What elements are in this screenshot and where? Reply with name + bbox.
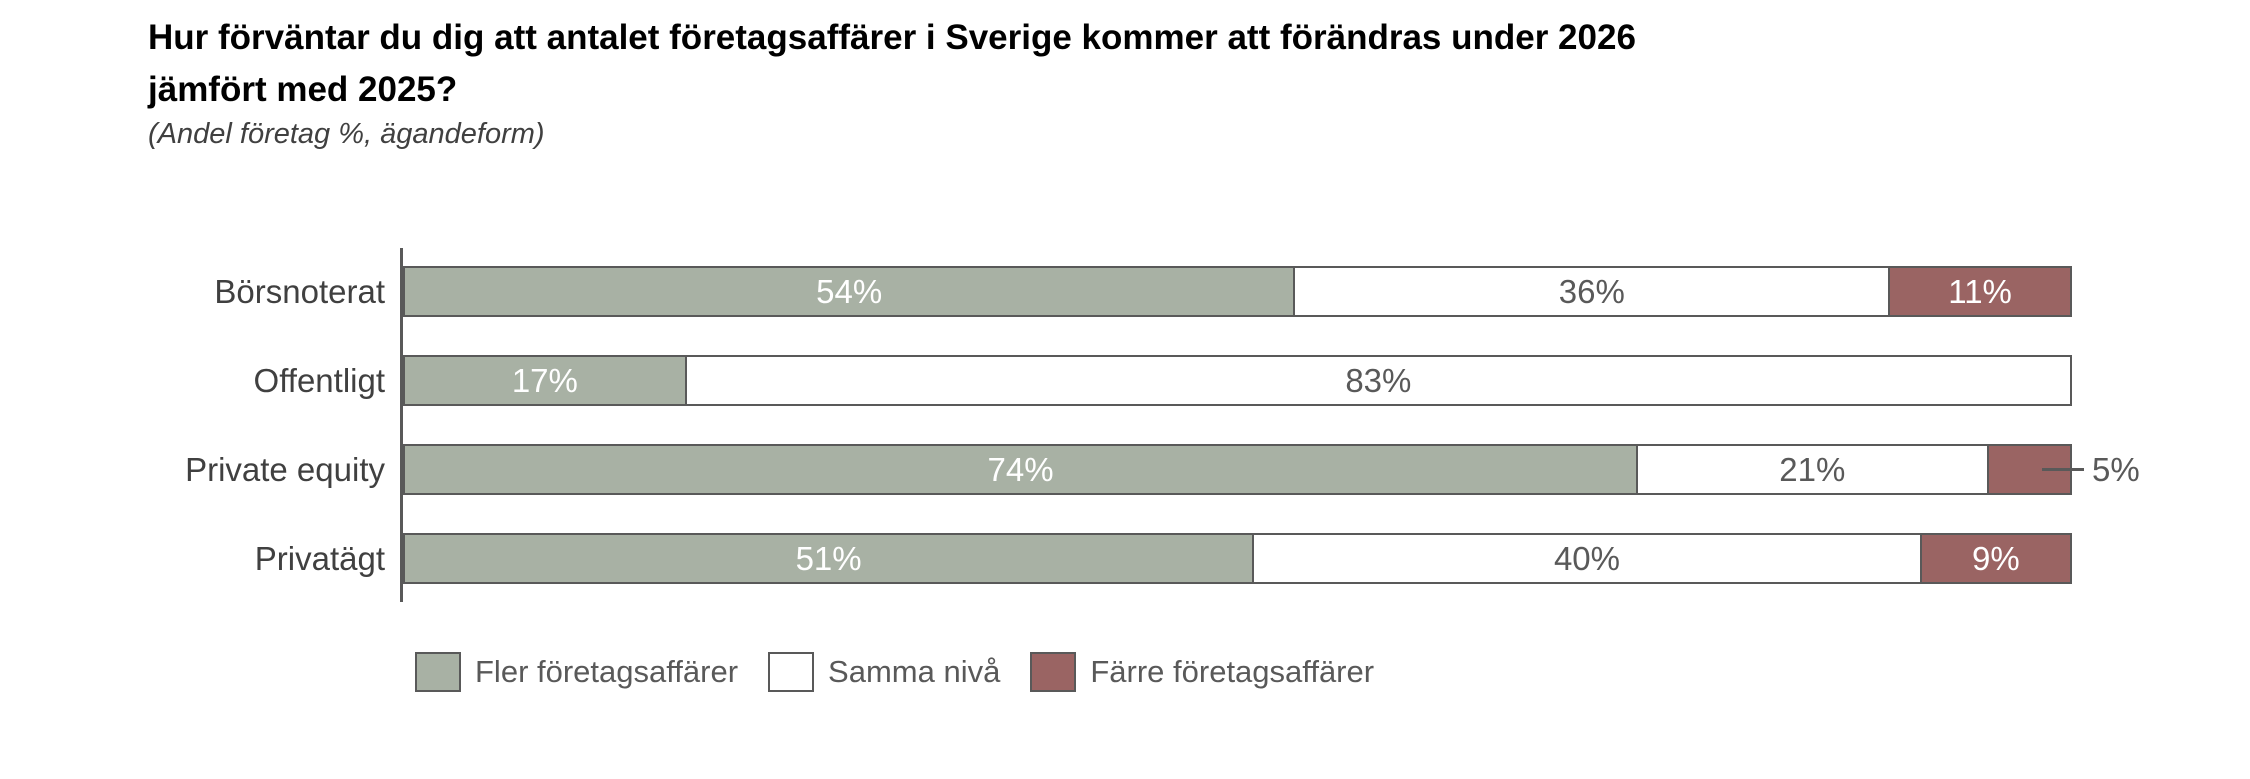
bar-segment-more: 17% [403,355,687,406]
segment-value-label: 5% [2092,450,2140,488]
bar-segment-same: 83% [686,355,2072,406]
bar-row: Börsnoterat 54% 36% 11% [214,266,2072,317]
chart-title-line-1: Hur förväntar du dig att antalet företag… [148,18,1636,57]
bar-segment-more: 51% [403,533,1255,584]
category-label: Börsnoterat [214,273,385,310]
bar-row: Offentligt 17% 83% [254,355,2072,406]
bar-row: Private equity 74% 21% 5% [185,444,2140,495]
bar-segment-less: 11% [1890,266,2072,317]
legend-swatch-less [1030,652,1077,692]
category-label: Privatägt [254,540,385,577]
stacked-bar: 17% 83% [403,355,2072,406]
stacked-bar: 51% 40% 9% [403,533,2072,584]
legend-label: Färre företagsaffärer [1090,654,1375,689]
segment-value-label: 36% [1558,272,1625,310]
bar-segment-same: 21% [1638,444,1989,495]
legend-item-less: Färre företagsaffärer [1030,652,1374,692]
legend-swatch-same [768,652,815,692]
leader-line [2042,468,2084,471]
bar-segment-same: 40% [1254,533,1922,584]
chart-subtitle: (Andel företag %, ägandeform) [148,118,545,150]
stacked-bar: 74% 21% [403,444,2072,495]
legend-item-same: Samma nivå [768,652,1000,692]
segment-value-label: 83% [1345,361,1412,399]
legend-item-more: Fler företagsaffärer [415,652,738,692]
plot-area: Börsnoterat 54% 36% 11% Offentligt 17% 83% … [185,248,2140,602]
bar-segment-same: 36% [1295,266,1891,317]
stacked-bar: 54% 36% 11% [403,266,2072,317]
chart-title: Hur förväntar du dig att antalet företag… [148,12,1636,116]
legend: Fler företagsaffärer Samma nivå Färre före… [415,652,1374,692]
category-label: Offentligt [253,362,385,399]
legend-label: Samma nivå [828,654,1001,689]
segment-value-label: 9% [1972,539,2020,577]
segment-value-label: 51% [795,539,862,577]
legend-label: Fler företagsaffärer [475,654,739,689]
segment-value-label: 40% [1553,539,1621,577]
segment-value-label: 17% [511,361,578,399]
segment-value-label: 54% [816,272,883,310]
segment-value-label: 11% [1948,272,2012,310]
bar-segment-more: 54% [403,266,1296,317]
y-axis-line [400,248,403,602]
category-label: Private equity [185,451,385,488]
segment-value-label-outside: 5% [2042,451,2140,489]
bar-segment-less: 9% [1921,533,2072,584]
legend-swatch-more [415,652,461,692]
chart-title-line-2: jämfört med 2025? [148,70,458,109]
bar-row: Privatägt 51% 40% 9% [255,533,2072,584]
segment-value-label: 21% [1779,450,1846,488]
segment-value-label: 74% [987,450,1054,488]
bar-segment-more: 74% [403,444,1639,495]
